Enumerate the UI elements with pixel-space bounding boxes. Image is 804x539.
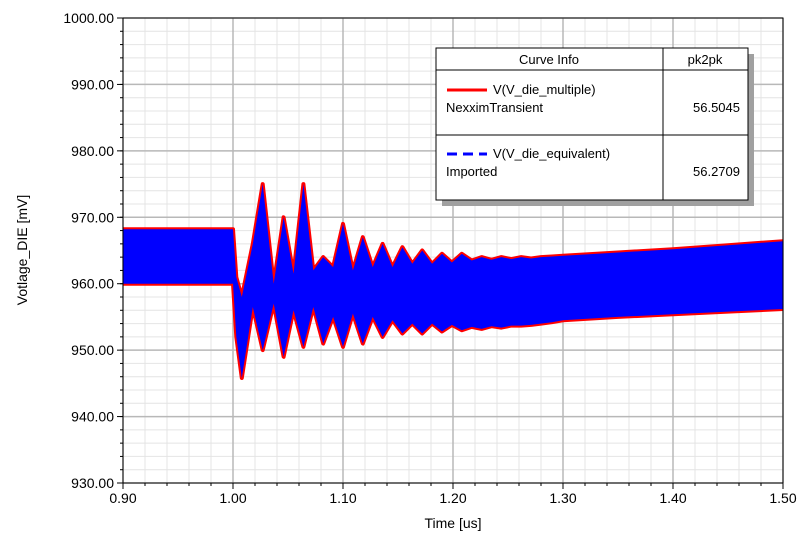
x-tick-label: 1.20: [439, 490, 466, 506]
y-tick-label: 950.00: [71, 342, 114, 358]
legend-series-name-multiple: V(V_die_multiple): [493, 82, 596, 97]
legend-pk2pk-equivalent: 56.2709: [693, 164, 740, 179]
x-tick-label: 1.50: [769, 490, 796, 506]
y-tick-label: 930.00: [71, 475, 114, 491]
legend-header-pk2pk: pk2pk: [688, 52, 723, 67]
y-tick-label: 940.00: [71, 409, 114, 425]
y-axis: 930.00 940.00 950.00 960.00 970.00 980.00 990.…: [63, 10, 123, 491]
legend-box: [435, 47, 749, 201]
y-tick-label: 990.00: [71, 76, 114, 92]
x-tick-label: 1.30: [549, 490, 576, 506]
legend-series-source-equivalent: Imported: [446, 164, 497, 179]
x-tick-label: 1.00: [219, 490, 246, 506]
legend-header-curve-info: Curve Info: [519, 52, 579, 67]
x-tick-label: 1.40: [659, 490, 686, 506]
legend-pk2pk-multiple: 56.5045: [693, 100, 740, 115]
y-tick-label: 980.00: [71, 143, 114, 159]
legend: Curve Info pk2pk V(V_die_multiple) Nexxi…: [435, 47, 754, 206]
series-band-equivalent: [123, 184, 783, 378]
y-tick-label: 960.00: [71, 276, 114, 292]
y-axis-title: Votlage_DIE [mV]: [14, 195, 30, 306]
x-axis-title: Time [us]: [424, 515, 481, 531]
y-tick-label: 1000.00: [63, 10, 114, 26]
x-tick-label: 1.10: [329, 490, 356, 506]
legend-series-name-equivalent: V(V_die_equivalent): [493, 146, 610, 161]
waveform-layer: [123, 182, 783, 380]
legend-series-source-multiple: NexximTransient: [446, 100, 543, 115]
x-axis: 0.90 1.00 1.10 1.20 1.30 1.40 1.50: [109, 483, 797, 506]
y-tick-label: 970.00: [71, 209, 114, 225]
x-tick-label: 0.90: [109, 490, 136, 506]
